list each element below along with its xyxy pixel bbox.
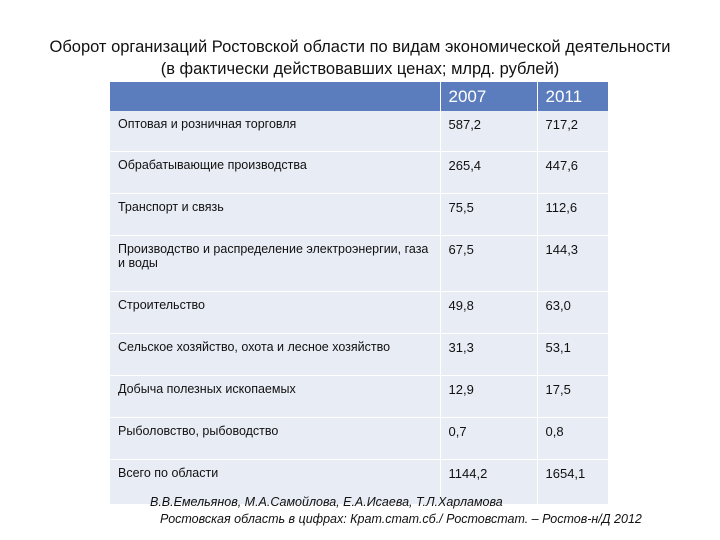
page-title: Оборот организаций Ростовской области по… [0, 36, 720, 80]
activity-name: Всего по области [110, 459, 441, 505]
source-authors: В.В.Емельянов, М.А.Самойлова, Е.А.Исаева… [150, 495, 503, 509]
value-2007: 75,5 [440, 193, 538, 236]
activity-name: Оптовая и розничная торговля [110, 111, 441, 152]
title-line-1: Оборот организаций Ростовской области по… [49, 38, 671, 56]
value-2011: 1654,1 [537, 459, 608, 505]
table-row: Сельское хозяйство, охота и лесное хозяй… [110, 333, 608, 376]
table-row: Транспорт и связь 75,5 112,6 [110, 193, 608, 236]
header-2011: 2011 [537, 82, 608, 111]
value-2007: 67,5 [440, 235, 538, 292]
table-row: Производство и распределение электроэнер… [110, 235, 608, 292]
header-activity [110, 82, 441, 111]
value-2007: 265,4 [440, 151, 538, 194]
turnover-table: 2007 2011 Оптовая и розничная торговля 5… [110, 82, 608, 505]
activity-name: Сельское хозяйство, охота и лесное хозяй… [110, 333, 441, 376]
value-2007: 0,7 [440, 417, 538, 460]
source-citation: Ростовская область в цифрах: Крат.стат.с… [160, 512, 642, 526]
value-2011: 53,1 [537, 333, 608, 376]
table-row-total: Всего по области 1144,2 1654,1 [110, 459, 608, 505]
value-2007: 12,9 [440, 375, 538, 418]
value-2011: 717,2 [537, 111, 608, 152]
activity-name: Транспорт и связь [110, 193, 441, 236]
table-row: Обрабатывающие производства 265,4 447,6 [110, 151, 608, 194]
activity-name: Рыболовство, рыбоводство [110, 417, 441, 460]
table-row: Строительство 49,8 63,0 [110, 291, 608, 334]
value-2011: 447,6 [537, 151, 608, 194]
value-2011: 63,0 [537, 291, 608, 334]
table-row: Рыболовство, рыбоводство 0,7 0,8 [110, 417, 608, 460]
activity-name: Производство и распределение электроэнер… [110, 235, 441, 292]
value-2007: 587,2 [440, 111, 538, 152]
header-2007: 2007 [440, 82, 538, 111]
activity-name: Обрабатывающие производства [110, 151, 441, 194]
activity-name: Строительство [110, 291, 441, 334]
activity-name: Добыча полезных ископаемых [110, 375, 441, 418]
table-row: Добыча полезных ископаемых 12,9 17,5 [110, 375, 608, 418]
value-2007: 1144,2 [440, 459, 538, 505]
table-row: Оптовая и розничная торговля 587,2 717,2 [110, 111, 608, 152]
value-2011: 17,5 [537, 375, 608, 418]
table-header-row: 2007 2011 [110, 82, 608, 111]
value-2011: 112,6 [537, 193, 608, 236]
value-2011: 0,8 [537, 417, 608, 460]
value-2011: 144,3 [537, 235, 608, 292]
value-2007: 49,8 [440, 291, 538, 334]
value-2007: 31,3 [440, 333, 538, 376]
title-line-2: (в фактически действовавших ценах; млрд.… [160, 60, 560, 78]
